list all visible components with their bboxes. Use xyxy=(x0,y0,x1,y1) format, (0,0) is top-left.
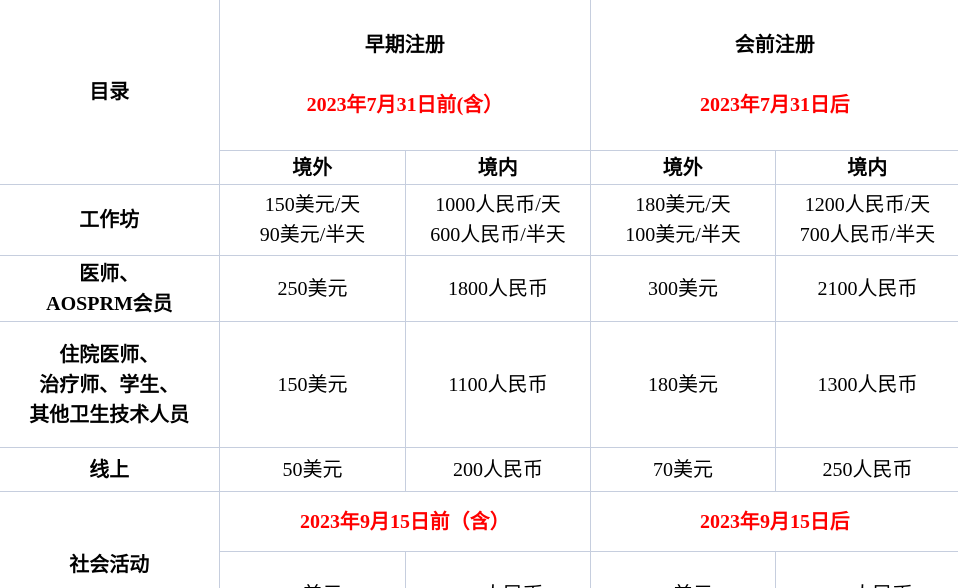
price-cell: 250人民币 xyxy=(775,447,958,492)
row-label-social-activities: 社会活动 xyxy=(0,491,220,588)
row-label-physicians-members: 医师、 AOSPRM会员 xyxy=(0,255,220,322)
price-cell: 1000人民币/天 600人民币/半天 xyxy=(404,184,592,256)
region-header-overseas-early: 境外 xyxy=(219,150,406,185)
row-label-workshop: 工作坊 xyxy=(0,184,220,256)
early-registration-deadline: 2023年7月31日前(含） xyxy=(306,94,504,116)
price-cell: 300人民币 xyxy=(404,551,592,588)
pre-conference-registration-deadline: 2023年7月31日后 xyxy=(700,94,851,116)
region-header-domestic-early: 境内 xyxy=(404,150,592,185)
price-cell: 300美元 xyxy=(590,255,777,322)
price-cell: 1200人民币/天 700人民币/半天 xyxy=(775,184,958,256)
pre-conference-registration-title: 会前注册 xyxy=(735,34,816,56)
price-cell: 70美元 xyxy=(590,447,777,492)
social-activities-early-deadline: 2023年9月15日前（含） xyxy=(218,491,592,552)
price-cell: 1800人民币 xyxy=(404,255,592,322)
price-cell: 50美元 xyxy=(219,551,406,588)
social-activities-late-deadline: 2023年9月15日后 xyxy=(590,491,958,552)
row-label-residents-therapists-students: 住院医师、 治疗师、学生、 其他卫生技术人员 xyxy=(0,321,220,448)
catalog-header-cell: 目录 xyxy=(0,0,220,185)
early-registration-header-cell: 早期注册 2023年7月31日前(含） xyxy=(218,0,592,151)
price-cell: 60美元 xyxy=(590,551,777,588)
early-registration-title: 早期注册 xyxy=(365,34,445,56)
price-cell: 1100人民币 xyxy=(404,321,592,448)
row-label-online: 线上 xyxy=(0,447,220,492)
price-cell: 150美元/天 90美元/半天 xyxy=(219,184,406,256)
price-cell: 1300人民币 xyxy=(775,321,958,448)
region-header-overseas-pre: 境外 xyxy=(590,150,777,185)
price-cell: 180美元 xyxy=(590,321,777,448)
pre-conference-registration-header-cell: 会前注册 2023年7月31日后 xyxy=(590,0,958,151)
price-cell: 50美元 xyxy=(219,447,406,492)
region-header-domestic-pre: 境内 xyxy=(775,150,958,185)
price-cell: 150美元 xyxy=(219,321,406,448)
price-cell: 180美元/天 100美元/半天 xyxy=(590,184,777,256)
price-cell: 250美元 xyxy=(219,255,406,322)
price-cell: 2100人民币 xyxy=(775,255,958,322)
price-cell: 350人民币 xyxy=(775,551,958,588)
price-cell: 200人民币 xyxy=(404,447,592,492)
